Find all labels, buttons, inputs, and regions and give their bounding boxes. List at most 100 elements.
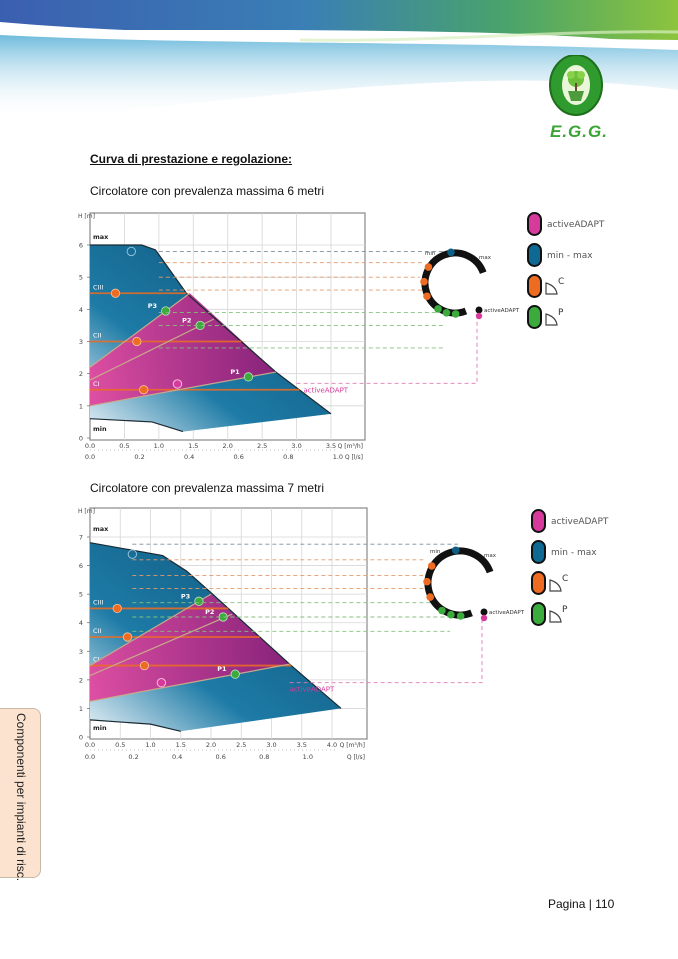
page-number: Pagina | 110 (548, 897, 615, 911)
max-curve (89, 542, 342, 709)
proportional-line-p2 (89, 613, 233, 677)
constant-label-ci: CI (93, 380, 100, 388)
x2-tick-label: 0.2 (134, 453, 144, 461)
constant-point (139, 385, 149, 395)
proportional-line-p2 (89, 318, 215, 381)
chart-7m: CIII CII CI P3 P2 P1 max min activeADAPT 0 1 2 3 4 5 6 7… (78, 507, 609, 761)
max-label: max (93, 525, 109, 533)
x-tick-label: 1.0 (145, 741, 155, 749)
legend-label: C (558, 277, 564, 287)
max-label: max (93, 233, 109, 241)
side-tab-label: Componenti per impianti di risc. (14, 713, 28, 882)
proportional-region (90, 293, 276, 406)
x2-tick-label: 0.6 (234, 453, 244, 461)
constant-point (110, 288, 121, 298)
dial-activeadapt-dot (480, 614, 488, 622)
proportional-pressure-icon (545, 313, 558, 326)
x-tick-label: 3.5 (297, 741, 307, 749)
activeadapt-leader (289, 617, 483, 684)
proportional-label-p2: P2 (182, 316, 191, 324)
x-tick-label: 1.0 (154, 442, 164, 450)
x-tick-label: 4.0 (327, 741, 337, 749)
dial-p-dot (438, 606, 446, 615)
proportional-point (161, 306, 171, 316)
y-axis-label: H [m] (78, 213, 95, 220)
x-tick-label: 2.0 (206, 741, 216, 749)
x2-tick-label: 0.4 (172, 753, 182, 761)
dial-max-dot (451, 546, 460, 555)
dial-max-label: max (484, 553, 497, 559)
constant-pressure-icon (545, 282, 558, 295)
dial-min-label: min (430, 549, 441, 555)
y-tick-label: 1 (79, 402, 83, 410)
constant-point (122, 632, 133, 642)
legend-swatch (527, 243, 542, 267)
min-curve (89, 719, 181, 732)
dial-p-dot (447, 610, 455, 619)
legend-label: activeADAPT (547, 220, 605, 230)
dial-activeadapt-knob (475, 306, 483, 314)
dial-p-dot (442, 308, 451, 317)
chart-2-title: Circolatore con prevalenza massima 7 met… (90, 481, 325, 495)
constant-point (132, 336, 142, 347)
dial-max-dot (447, 248, 455, 257)
x-tick-label: 0.5 (119, 442, 129, 450)
legend-swatch (527, 274, 542, 298)
dial-p-dot (456, 612, 465, 620)
y-tick-label: 4 (79, 619, 83, 627)
x-tick-label: 0.5 (115, 741, 125, 749)
dial-max-label: max (479, 255, 492, 261)
legend-swatch (531, 571, 546, 595)
proportional-pressure-icon (549, 610, 562, 623)
y-tick-label: 7 (79, 534, 83, 542)
dial-activeadapt-knob (480, 608, 488, 616)
proportional-line-p3 (89, 593, 212, 667)
dial-c-dot (426, 593, 434, 601)
x2-tick-label: 0.0 (85, 453, 95, 461)
activeadapt-label: activeADAPT (303, 386, 348, 394)
x-tick-label: 3.0 (266, 741, 276, 749)
y-tick-label: 2 (79, 370, 83, 378)
proportional-point (243, 372, 253, 382)
dial-c-dot (423, 577, 431, 586)
proportional-line-p3 (89, 292, 191, 368)
y-tick-label: 1 (79, 705, 83, 713)
proportional-region (90, 594, 290, 702)
dial-c-dot (424, 263, 433, 271)
x2-axis-label: Q [l/s] (347, 754, 365, 761)
max-point (126, 246, 137, 257)
dial-activeadapt-dot (475, 312, 483, 320)
y-tick-label: 6 (79, 562, 83, 570)
x-axis-label: Q [m³/h] (340, 742, 365, 749)
x-axis-label: Q [m³/h] (338, 443, 363, 450)
legend-label: min - max (551, 548, 597, 558)
x2-tick-label: 1.0 (303, 753, 313, 761)
constant-label-cii: CII (93, 332, 101, 340)
x-tick-label: 2.0 (223, 442, 233, 450)
y-tick-label: 4 (79, 306, 83, 314)
constant-label-ciii: CIII (93, 598, 103, 606)
proportional-label-p3: P3 (148, 302, 157, 310)
dial-activeadapt-label: activeADAPT (484, 308, 520, 314)
x2-tick-label: 0.4 (184, 453, 194, 461)
x-tick-label: 0.0 (85, 741, 95, 749)
activeadapt-point (156, 678, 167, 688)
x-tick-label: 3.0 (291, 442, 301, 450)
dial-p-dot (451, 310, 460, 318)
x-tick-label: 2.5 (236, 741, 246, 749)
logo-text: E.G.G. (550, 122, 608, 141)
x2-tick-label: 1.0 (333, 453, 343, 461)
constant-label-cii: CII (93, 627, 101, 635)
x-tick-label: 1.5 (176, 741, 186, 749)
legend-label: activeADAPT (551, 517, 609, 527)
legend-swatch (531, 509, 546, 533)
constant-label-ciii: CIII (93, 283, 103, 291)
proportional-label-p1: P1 (217, 665, 227, 673)
y-tick-label: 2 (79, 676, 83, 684)
min-curve (89, 418, 184, 433)
proportional-point (194, 596, 204, 606)
x2-tick-label: 0.8 (259, 753, 269, 761)
chart-6m: CIII CII CI P3 P2 P1 max min activeADAPT 0 1 2 3 4 5 6 H… (78, 212, 605, 461)
y-tick-label: 3 (79, 648, 83, 656)
dial-c-dot (427, 562, 436, 570)
